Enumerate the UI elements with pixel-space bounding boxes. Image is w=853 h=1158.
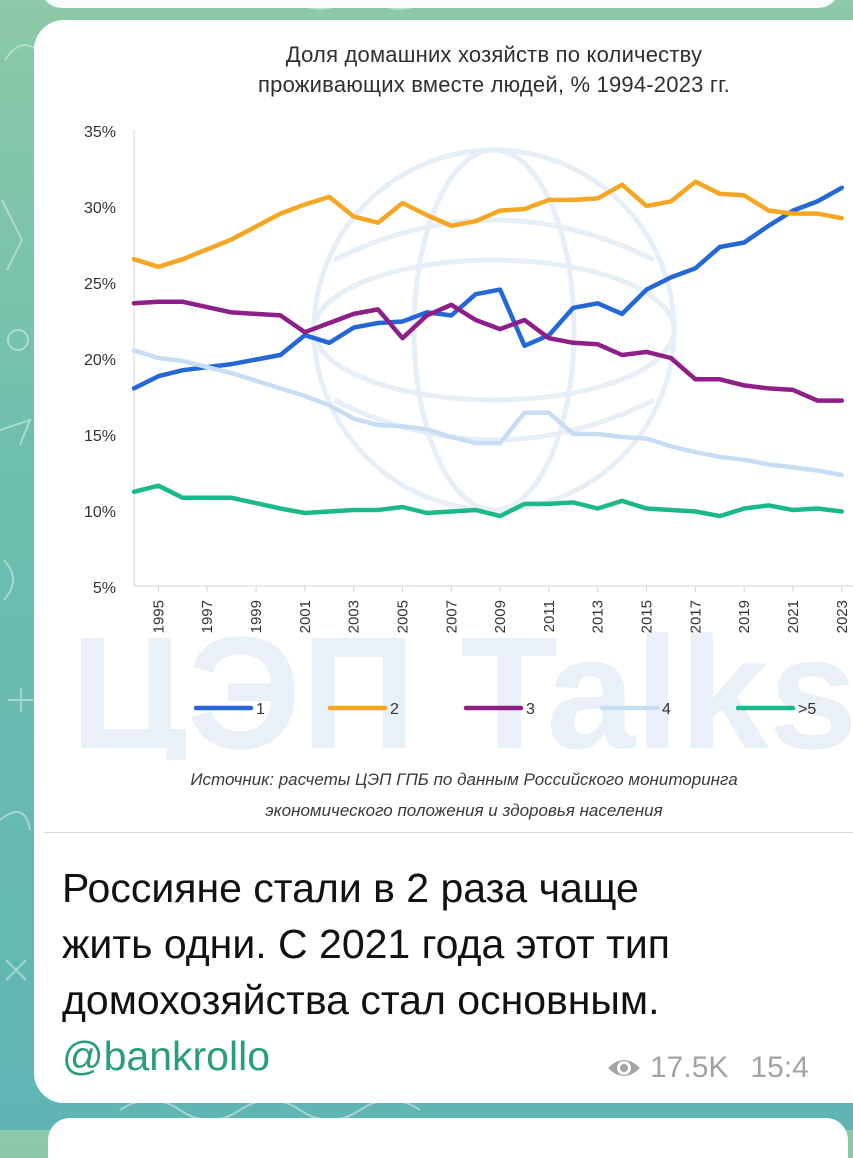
source-line: Источник: расчеты ЦЭП ГПБ по данным Росс… (190, 770, 738, 789)
legend-label->5: >5 (798, 701, 816, 718)
previous-message-bubble (40, 0, 840, 8)
x-tick-label: 1995 (150, 600, 167, 633)
message-meta: 17.5K 15:4 (606, 1050, 809, 1086)
channel-mention-link[interactable]: @bankrollo (62, 1033, 271, 1079)
watermark-text: ЦЭП Talks (70, 603, 853, 760)
watermark-globe (311, 147, 677, 513)
legend-label-1: 1 (256, 701, 265, 718)
x-tick-label: 2019 (736, 600, 753, 633)
source-line: экономического положения и здоровья насе… (265, 800, 663, 820)
series-line-4 (131, 348, 845, 478)
chart-source: Источник: расчеты ЦЭП ГПБ по данным Росс… (54, 765, 853, 826)
y-tick-label: 35% (84, 124, 116, 141)
x-tick-label: 2005 (394, 600, 411, 633)
post-text-line: жить одни. С 2021 года этот тип (62, 921, 670, 967)
x-tick-label: 2015 (639, 600, 656, 633)
post-text-line: домохозяйства стал основным. (62, 977, 660, 1023)
divider (44, 832, 853, 833)
message-time: 15:4 (750, 1051, 809, 1084)
y-tick-label: 25% (84, 276, 116, 293)
x-tick-label: 2001 (297, 600, 314, 633)
view-count: 17.5K (650, 1051, 729, 1084)
chart-title: Доля домашних хозяйств по количеству про… (34, 40, 853, 101)
eye-icon (608, 1060, 640, 1076)
chart-title-line: Доля домашних хозяйств по количеству (285, 42, 703, 67)
x-tick-label: 2023 (834, 600, 851, 633)
x-tick-label: 1997 (199, 600, 216, 633)
x-tick-label: 1999 (248, 600, 265, 633)
y-tick-label: 30% (84, 200, 116, 217)
legend-label-3: 3 (526, 701, 535, 718)
x-tick-label: 2013 (590, 600, 607, 633)
chart-title-line: проживающих вместе людей, % 1994-2023 гг… (258, 72, 730, 98)
post-text-line: Россияне стали в 2 раза чаще (62, 865, 639, 911)
x-tick-label: 2007 (443, 600, 460, 633)
y-tick-label: 10% (84, 504, 116, 521)
series-line->5 (131, 483, 845, 519)
series-line-2 (131, 179, 845, 270)
series-line-1 (131, 185, 845, 391)
line-chart: ЦЭП Talks 35% 30% 25% 20% 15% 10% 5% 1995 1997 19… (70, 124, 853, 760)
message-bubble[interactable]: ЦЭП Talks 35% 30% 25% 20% 15% 10% 5% 1995 1997 19… (34, 20, 853, 1103)
x-tick-label: 2009 (492, 600, 509, 633)
legend-label-2: 2 (390, 701, 399, 718)
y-tick-label: 5% (93, 580, 116, 597)
legend-label-4: 4 (662, 701, 671, 718)
x-tick-label: 2021 (785, 600, 802, 633)
x-tick-label: 2011 (541, 600, 558, 632)
y-tick-label: 15% (84, 428, 116, 445)
next-message-bubble (48, 1118, 848, 1158)
y-tick-label: 20% (84, 352, 116, 369)
series-line-3 (131, 299, 845, 403)
x-tick-label: 2003 (346, 600, 363, 633)
x-tick-label: 2017 (687, 600, 704, 633)
post-text: Россияне стали в 2 раза чаще жить одни. … (62, 860, 853, 1028)
